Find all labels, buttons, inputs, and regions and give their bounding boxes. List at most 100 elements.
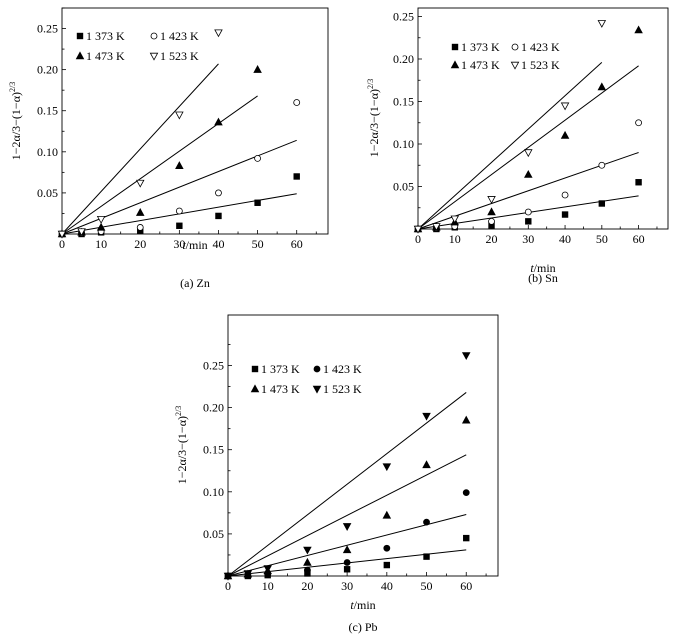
data-point-1523k (243, 570, 253, 579)
x-tick-label: 10 (449, 232, 461, 246)
x-tick-label: 60 (291, 237, 303, 251)
y-tick-label: 0.10 (393, 137, 414, 151)
x-tick-label: 60 (633, 232, 645, 246)
legend-marker-1523k (312, 385, 322, 394)
data-point-1373k (561, 211, 569, 218)
data-point-1473k (560, 130, 570, 139)
chart-panel-pb: 0 10 20 30 40 50 60 0.05 0.10 0.15 0.20 0.25 1 373 K… (174, 314, 499, 634)
legend-label-1473k: 1 473 K (261, 382, 300, 396)
x-tick-label: 60 (460, 579, 472, 593)
x-tick-label: 40 (381, 579, 393, 593)
x-axis-label-unit: /min (534, 261, 556, 275)
legend-marker-1473k (250, 384, 260, 393)
legend-label-1373k: 1 373 K (86, 29, 125, 43)
legend-marker-1523k (149, 52, 159, 61)
y-axis-label-exponent: 2/3 (366, 79, 375, 89)
data-point-1473k (461, 415, 471, 424)
chart-caption: (a) Zn (180, 276, 210, 290)
data-point-1523k (432, 223, 441, 232)
x-tick-label: 10 (95, 237, 107, 251)
y-tick-label: 0.15 (393, 95, 414, 109)
y-axis-label-base: 1−2α/3−(1−α) (175, 416, 189, 484)
y-axis-label: 1−2α/3−(1−α)2/3 (174, 406, 189, 484)
fit-line-1473k (417, 65, 639, 230)
data-point-1373k (525, 218, 532, 225)
x-axis-label-unit: /min (186, 238, 208, 252)
y-tick-label: 0.05 (37, 186, 58, 200)
data-point-1523k (450, 215, 460, 224)
legend-marker-1523k (510, 61, 520, 70)
data-point-1523k (214, 29, 223, 38)
y-tick-label: 0.20 (393, 52, 414, 66)
x-tick-label: 50 (596, 232, 608, 246)
y-tick-label: 0.10 (37, 145, 58, 159)
y-axis-label-text: 1−2α/3−(1−α)2/3 (8, 82, 23, 160)
data-point-1373k (423, 553, 430, 560)
y-tick-label: 0.05 (393, 180, 414, 194)
data-point-1423k (293, 99, 301, 106)
y-tick-label: 0.20 (37, 63, 58, 77)
y-tick-label: 0.15 (203, 443, 224, 457)
data-point-1423k (304, 566, 311, 574)
data-point-1473k (382, 510, 392, 519)
y-tick-label: 0.05 (203, 527, 224, 541)
y-axis-label-base: 1−2α/3−(1−α) (9, 92, 23, 160)
data-point-1423k (488, 217, 495, 225)
data-point-1473k (487, 207, 496, 216)
data-point-1473k (214, 117, 223, 126)
x-tick-label: 50 (252, 237, 264, 251)
x-tick-label: 30 (522, 232, 534, 246)
data-point-1373k (254, 199, 261, 206)
x-tick-label: 40 (559, 232, 571, 246)
data-point-1423k (524, 208, 532, 216)
data-point-1423k (215, 189, 222, 197)
y-axis-label: 1−2α/3−(1−α)2/3 (366, 79, 381, 157)
data-point-1423k (598, 161, 606, 169)
y-tick-label: 0.15 (37, 104, 58, 118)
y-axis-label-exponent: 2/3 (8, 82, 17, 92)
x-tick-label: 30 (341, 579, 353, 593)
legend-marker-1423k (150, 32, 158, 40)
legend-marker-1373k (251, 365, 259, 373)
data-point-1523k (223, 572, 233, 581)
data-point-1523k (422, 412, 431, 421)
x-tick-label: 30 (173, 237, 185, 251)
legend-marker-1473k (75, 51, 85, 60)
legend-label-1373k: 1 373 K (461, 40, 500, 54)
fit-line-1523k (227, 392, 467, 577)
data-point-1523k (524, 149, 533, 158)
data-point-1373k (383, 561, 391, 569)
data-point-1523k (597, 20, 607, 28)
x-tick-label: 20 (134, 237, 146, 251)
data-point-1523k (560, 102, 570, 111)
data-point-1473k (175, 161, 184, 169)
data-point-1473k (524, 169, 533, 178)
y-axis-label-text: 1−2α/3−(1−α)2/3 (174, 406, 189, 484)
y-tick-label: 0.25 (393, 10, 414, 24)
data-point-1523k (175, 111, 184, 120)
data-point-1423k (423, 518, 430, 526)
legend-label-1523k: 1 523 K (323, 382, 362, 396)
x-axis-label: t/min (182, 238, 207, 252)
data-point-1523k (135, 179, 145, 188)
chart-panel-sn: 0 10 20 30 40 50 60 0.05 0.10 0.15 0.20 0.25 1 373 K… (366, 7, 669, 285)
fit-line-1523k (61, 63, 219, 235)
data-point-1473k (135, 207, 145, 216)
data-point-1473k (96, 222, 106, 231)
legend-label-1473k: 1 473 K (86, 49, 125, 63)
data-point-1423k (136, 224, 144, 231)
data-point-1523k (413, 225, 423, 234)
chart-caption: (b) Sn (528, 271, 558, 285)
data-point-1523k (57, 230, 67, 239)
data-point-1423k (561, 191, 569, 199)
x-tick-label: 20 (486, 232, 498, 246)
fit-line-1523k (417, 62, 603, 230)
data-point-1473k (253, 65, 262, 73)
x-tick-label: 0 (415, 232, 421, 246)
data-point-1523k (77, 228, 86, 237)
y-tick-label: 0.25 (203, 359, 224, 373)
data-point-1523k (461, 352, 471, 361)
x-tick-label: 50 (421, 579, 433, 593)
legend-marker-1473k (450, 60, 460, 69)
